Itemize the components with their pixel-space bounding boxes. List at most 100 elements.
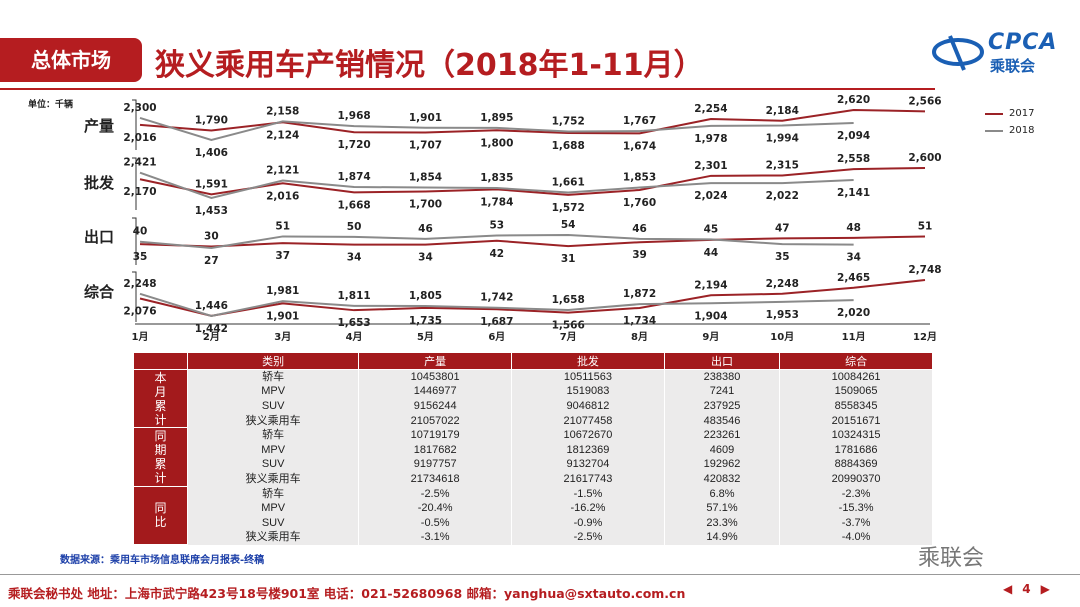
data-label: 2,124 xyxy=(266,129,299,141)
data-label: 2,094 xyxy=(837,130,870,142)
category-cell: 轿车 xyxy=(186,369,360,385)
data-label: 2,194 xyxy=(694,279,727,291)
category-cell: MPV xyxy=(186,442,360,458)
panel-label-wholesale: 批发 xyxy=(84,174,115,192)
table-row: SUV 9156244 9046812 237925 8558345 xyxy=(134,398,933,414)
x-tick-label: 7月 xyxy=(560,331,577,343)
value-cell: 9132704 xyxy=(511,457,665,472)
group-label: 同 比 xyxy=(133,485,188,546)
value-cell: 23.3% xyxy=(663,515,781,531)
data-label: 1,784 xyxy=(480,196,513,208)
series-line-2017 xyxy=(139,167,926,196)
data-label: 2,248 xyxy=(766,278,799,290)
data-label: 2,170 xyxy=(123,186,156,198)
value-cell: -4.0% xyxy=(779,530,933,545)
data-label: 1,653 xyxy=(337,317,370,329)
x-tick-label: 4月 xyxy=(346,331,363,343)
data-label: 1,734 xyxy=(623,315,656,327)
value-cell: -2.3% xyxy=(779,486,933,501)
logo-text: CPCA xyxy=(988,30,1058,55)
value-cell: 1509065 xyxy=(779,384,933,399)
series-line-2017 xyxy=(139,279,926,317)
next-page-icon[interactable]: ▶ xyxy=(1040,582,1050,596)
data-label: 1,566 xyxy=(552,320,585,332)
data-label: 2,158 xyxy=(266,105,299,117)
value-cell: -2.5% xyxy=(511,530,665,545)
value-cell: -1.5% xyxy=(511,486,665,501)
header-export: 出口 xyxy=(663,352,781,370)
data-label: 1,572 xyxy=(552,202,585,214)
x-tick-label: 11月 xyxy=(842,331,866,343)
pager: ◀ 4 ▶ xyxy=(1003,582,1050,596)
data-label: 2,248 xyxy=(123,278,156,290)
panel-axis xyxy=(132,271,137,322)
x-tick-label: 10月 xyxy=(770,331,794,343)
data-label: 1,688 xyxy=(552,140,585,152)
header-composite: 综合 xyxy=(779,352,933,370)
data-label: 1,687 xyxy=(480,316,513,328)
value-cell: 1817682 xyxy=(358,442,513,458)
data-label: 51 xyxy=(918,220,933,232)
table-row: MPV 1817682 1812369 4609 1781686 xyxy=(134,442,933,458)
value-cell: 1781686 xyxy=(779,442,933,458)
value-cell: -3.1% xyxy=(358,530,513,545)
data-label: 2,620 xyxy=(837,94,870,106)
data-label: 27 xyxy=(204,255,219,267)
data-label: 50 xyxy=(347,221,362,233)
value-cell: 1446977 xyxy=(358,384,513,399)
data-label: 1,720 xyxy=(337,139,370,151)
data-label: 31 xyxy=(561,253,576,265)
series-line-2018 xyxy=(139,116,854,142)
prev-page-icon[interactable]: ◀ xyxy=(1003,582,1013,596)
data-label: 2,465 xyxy=(837,272,870,284)
panel-label-production: 产量 xyxy=(84,117,115,135)
value-cell: 4609 xyxy=(663,442,781,458)
series-line-2018 xyxy=(139,171,854,200)
data-label: 2,421 xyxy=(123,157,156,169)
data-label: 1,752 xyxy=(552,115,585,127)
value-cell: 21734618 xyxy=(358,471,513,487)
value-cell: 1812369 xyxy=(511,442,665,458)
value-cell: 223261 xyxy=(663,427,781,443)
data-label: 2,300 xyxy=(123,102,156,114)
data-label: 30 xyxy=(204,231,219,243)
data-label: 2,141 xyxy=(837,187,870,199)
data-label: 2,184 xyxy=(766,105,799,117)
data-label: 1,760 xyxy=(623,197,656,209)
data-label: 1,442 xyxy=(195,323,228,335)
category-cell: 狭义乘用车 xyxy=(186,471,360,487)
data-label: 51 xyxy=(275,220,290,232)
data-label: 39 xyxy=(632,249,647,261)
data-label: 44 xyxy=(704,247,719,259)
category-cell: 狭义乘用车 xyxy=(186,413,360,428)
data-label: 47 xyxy=(775,222,790,234)
data-label: 1,953 xyxy=(766,309,799,321)
data-label: 2,315 xyxy=(766,159,799,171)
value-cell: 192962 xyxy=(663,457,781,472)
data-label: 2,566 xyxy=(908,95,941,107)
value-cell: 8884369 xyxy=(779,457,933,472)
data-label: 53 xyxy=(490,219,505,231)
data-label: 46 xyxy=(418,223,433,235)
data-label: 1,835 xyxy=(480,172,513,184)
header-production: 产量 xyxy=(358,352,513,370)
value-cell: 1519083 xyxy=(511,384,665,399)
series-line-2018 xyxy=(139,292,854,318)
section-tag: 总体市场 xyxy=(0,38,142,82)
table-row: MPV -20.4% -16.2% 57.1% -15.3% xyxy=(134,500,933,516)
panel-axis xyxy=(132,99,137,150)
category-cell: 狭义乘用车 xyxy=(186,530,360,545)
data-label: 2,016 xyxy=(123,132,156,144)
data-label: 1,658 xyxy=(552,294,585,306)
value-cell: 8558345 xyxy=(779,398,933,414)
data-label: 2,076 xyxy=(123,306,156,318)
x-tick-label: 6月 xyxy=(488,331,505,343)
table-row: 狭义乘用车 21734618 21617743 420832 20990370 xyxy=(134,471,933,487)
data-label: 1,674 xyxy=(623,140,656,152)
value-cell: 420832 xyxy=(663,471,781,487)
data-label: 34 xyxy=(418,252,433,264)
footer-divider xyxy=(0,574,1080,575)
value-cell: 9046812 xyxy=(511,398,665,414)
legend-2017: 2017 xyxy=(985,108,1034,119)
cpca-logo-icon xyxy=(932,35,984,71)
